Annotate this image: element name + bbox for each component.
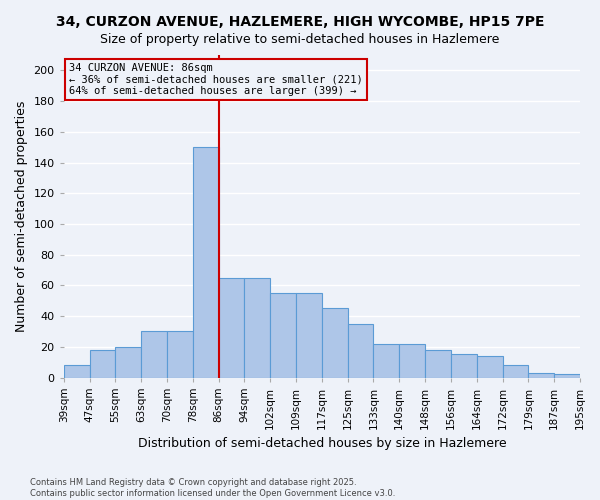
Bar [503,365,529,378]
Bar [218,278,244,378]
Text: Size of property relative to semi-detached houses in Hazlemere: Size of property relative to semi-detach… [100,32,500,46]
Bar [554,374,580,378]
Bar [322,308,347,378]
Text: Contains HM Land Registry data © Crown copyright and database right 2025.
Contai: Contains HM Land Registry data © Crown c… [30,478,395,498]
Y-axis label: Number of semi-detached properties: Number of semi-detached properties [15,100,28,332]
Bar [373,344,399,378]
Bar [115,347,141,378]
Text: 34, CURZON AVENUE, HAZLEMERE, HIGH WYCOMBE, HP15 7PE: 34, CURZON AVENUE, HAZLEMERE, HIGH WYCOM… [56,15,544,29]
Bar [451,354,477,378]
Bar [89,350,115,378]
Bar [347,324,373,378]
Bar [425,350,451,378]
Bar [399,344,425,378]
Bar [296,293,322,378]
Bar [244,278,270,378]
Bar [64,365,89,378]
Bar [477,356,503,378]
Bar [529,373,554,378]
Bar [193,147,218,378]
Bar [141,332,167,378]
Bar [167,332,193,378]
Bar [270,293,296,378]
Text: 34 CURZON AVENUE: 86sqm
← 36% of semi-detached houses are smaller (221)
64% of s: 34 CURZON AVENUE: 86sqm ← 36% of semi-de… [69,62,362,96]
X-axis label: Distribution of semi-detached houses by size in Hazlemere: Distribution of semi-detached houses by … [137,437,506,450]
